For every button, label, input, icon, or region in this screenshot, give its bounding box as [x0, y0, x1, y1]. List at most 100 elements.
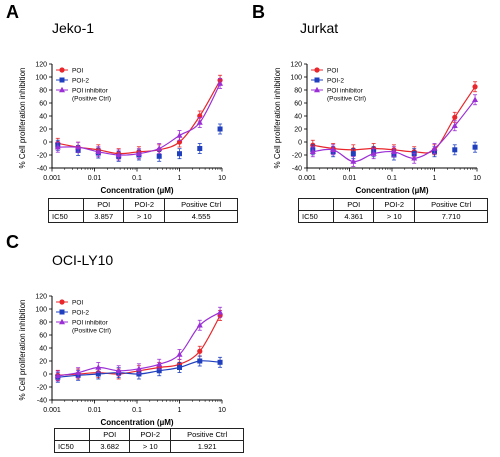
data-point: [176, 132, 183, 138]
legend-marker: [59, 67, 65, 73]
chart-c: -40 -20 0 20 40 60 80 100 120 0.001 0.01 0.1 1 10 Conc…: [18, 294, 226, 428]
table-header: POI-2: [373, 198, 416, 211]
data-point: [54, 144, 61, 150]
x-axis-label: Concentration (µM): [100, 186, 173, 195]
data-point: [197, 358, 203, 364]
data-point: [197, 348, 203, 354]
y-tick-label: 0: [298, 140, 302, 147]
data-point: [350, 151, 356, 157]
y-tick-label: -20: [292, 153, 302, 160]
x-tick-label: 0.1: [132, 175, 142, 182]
y-tick-label: 40: [39, 114, 47, 121]
table-cell: 4.361: [333, 210, 375, 223]
data-point: [115, 151, 122, 158]
y-tick-label: -20: [37, 385, 47, 392]
table-header: POI: [333, 198, 375, 211]
data-point: [472, 84, 478, 90]
data-point: [472, 96, 479, 102]
y-tick-label: 100: [290, 75, 302, 82]
data-point: [115, 367, 122, 373]
data-point: [309, 148, 316, 154]
y-tick-label: 20: [39, 127, 47, 134]
legend-marker: [59, 77, 65, 83]
legend-label: (Positive Ctrl): [72, 96, 111, 103]
x-tick-label: 10: [473, 175, 481, 182]
legend-label: POI inhibitor: [72, 88, 109, 95]
data-point: [176, 351, 183, 357]
x-tick-label: 10: [218, 175, 226, 182]
data-point: [196, 322, 203, 328]
data-point: [156, 153, 162, 159]
data-point: [75, 144, 82, 150]
table-header: Positive Ctrl: [164, 198, 238, 211]
x-tick-label: 10: [218, 407, 226, 414]
x-tick-label: 0.001: [43, 407, 61, 414]
ic50-table-a: POI POI-2 Positive Ctrl IC50 3.857 > 10 …: [47, 198, 238, 223]
x-tick-label: 1: [178, 175, 182, 182]
panel-title-b: Jurkat: [300, 20, 339, 36]
ic50-table-c: POI POI-2 Positive Ctrl IC50 3.682 > 10 …: [53, 428, 244, 453]
y-tick-label: 0: [43, 140, 47, 147]
legend-marker: [59, 318, 65, 325]
legend-label: POI-2: [327, 78, 344, 85]
y-tick-label: -40: [37, 166, 47, 173]
table-cell: > 10: [123, 210, 166, 223]
y-tick-label: 0: [43, 372, 47, 379]
table-row-label: IC50: [47, 210, 85, 223]
y-tick-label: 40: [39, 346, 47, 353]
table-header: POI-2: [129, 428, 172, 441]
table-cell: 7.710: [414, 210, 488, 223]
data-point: [135, 365, 142, 371]
legend-label: (Positive Ctrl): [72, 328, 111, 335]
data-point: [196, 119, 203, 125]
table-header: POI: [83, 198, 125, 211]
table-header: POI-2: [123, 198, 166, 211]
y-tick-label: 120: [290, 62, 302, 69]
y-axis-label: % Cell proliferation inhibition: [18, 300, 27, 401]
data-point: [350, 158, 357, 164]
panel-letter-c: C: [6, 232, 19, 252]
y-tick-label: 80: [39, 88, 47, 95]
legend-label: POI-2: [72, 310, 89, 317]
panel-letter-a: A: [6, 2, 19, 22]
y-tick-label: -40: [37, 398, 47, 405]
data-point: [177, 151, 182, 157]
y-tick-label: 120: [35, 62, 47, 69]
x-tick-label: 0.1: [387, 175, 397, 182]
table-header: POI: [89, 428, 131, 441]
data-point: [217, 359, 223, 365]
chart-b: -40 -20 0 20 40 60 80 100 120 0.001 0.01 0.1 1 10 Conc…: [273, 62, 481, 196]
data-point: [156, 368, 162, 374]
y-tick-label: 20: [294, 127, 302, 134]
data-point: [370, 150, 377, 156]
x-axis-label: Concentration (µM): [355, 186, 428, 195]
y-tick-label: 120: [35, 294, 47, 301]
x-tick-label: 1: [178, 407, 182, 414]
data-point: [54, 372, 61, 379]
legend-label: (Positive Ctrl): [327, 96, 366, 103]
ic50-table-b: POI POI-2 Positive Ctrl IC50 4.361 > 10 …: [297, 198, 488, 223]
data-point: [330, 146, 337, 152]
y-tick-label: 60: [39, 333, 47, 340]
x-axis-label: Concentration (µM): [100, 418, 173, 427]
data-point: [95, 371, 101, 377]
y-tick-label: 60: [294, 101, 302, 108]
y-axis-label: % Cell proliferation inhibition: [273, 68, 282, 169]
y-tick-label: 80: [39, 320, 47, 327]
data-point: [75, 369, 82, 375]
data-point: [431, 145, 438, 151]
y-axis-label: % Cell proliferation inhibition: [18, 68, 27, 169]
table-row-label: IC50: [297, 210, 335, 223]
data-point: [156, 145, 163, 151]
legend-label: POI-2: [72, 78, 89, 85]
x-tick-label: 0.01: [88, 407, 102, 414]
chart-a: -40 -20 0 20 40 60 80 100 120 0.001 0.01 0.1 1 10 Conc…: [18, 62, 226, 196]
table-header: Positive Ctrl: [414, 198, 488, 211]
x-tick-label: 0.01: [343, 175, 357, 182]
table-cell: 1.921: [170, 440, 244, 453]
data-point: [135, 150, 142, 156]
x-tick-label: 0.001: [43, 175, 61, 182]
data-point: [217, 126, 223, 132]
y-tick-label: 60: [39, 101, 47, 108]
table-cell: > 10: [373, 210, 416, 223]
